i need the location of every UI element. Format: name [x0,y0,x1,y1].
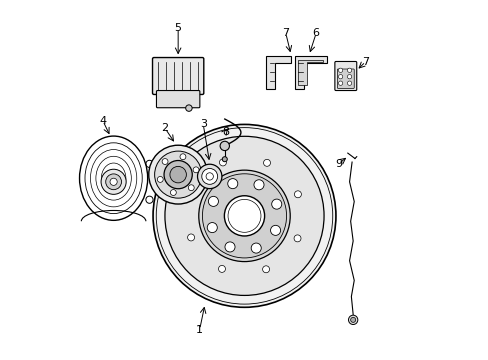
Circle shape [338,81,342,85]
Circle shape [154,151,201,198]
Text: 2: 2 [161,123,168,133]
FancyBboxPatch shape [334,62,356,90]
Text: 6: 6 [312,28,319,38]
Circle shape [164,136,324,296]
Circle shape [227,179,237,189]
Text: 1: 1 [196,325,203,334]
Circle shape [346,75,351,79]
Circle shape [169,166,186,183]
Circle shape [193,167,199,173]
Text: 4: 4 [99,116,106,126]
Circle shape [338,75,342,79]
FancyBboxPatch shape [337,69,353,88]
Circle shape [293,235,301,242]
Circle shape [153,125,335,307]
Circle shape [271,199,281,209]
Circle shape [263,159,270,166]
Text: 7: 7 [282,28,289,38]
Polygon shape [298,60,323,85]
Text: 8: 8 [222,127,228,136]
Circle shape [222,157,227,162]
Circle shape [253,180,264,190]
Circle shape [346,81,351,85]
FancyBboxPatch shape [156,90,200,108]
Circle shape [202,174,286,258]
Circle shape [198,170,290,262]
Circle shape [294,191,301,198]
Circle shape [187,234,194,241]
Circle shape [224,196,264,236]
Circle shape [202,168,217,184]
Circle shape [338,68,342,72]
Polygon shape [265,56,290,89]
Circle shape [101,169,126,194]
Circle shape [224,242,235,252]
Circle shape [197,164,222,189]
Circle shape [162,159,168,165]
Circle shape [110,178,117,185]
Text: 7: 7 [362,57,368,67]
Text: 9: 9 [334,159,341,169]
Circle shape [105,174,121,190]
FancyBboxPatch shape [152,58,203,94]
Circle shape [187,190,195,197]
Text: 3: 3 [200,120,206,129]
Circle shape [188,185,194,191]
Circle shape [180,154,185,160]
Circle shape [218,265,225,273]
Circle shape [208,196,218,206]
Circle shape [348,315,357,324]
Circle shape [270,225,280,235]
Circle shape [163,161,192,189]
Circle shape [350,318,355,322]
Circle shape [207,222,217,233]
Circle shape [185,105,192,111]
Circle shape [220,141,229,150]
Circle shape [251,243,261,253]
Circle shape [170,190,176,195]
Text: 5: 5 [174,23,181,33]
Circle shape [219,159,226,166]
Circle shape [346,68,351,72]
Circle shape [148,145,207,204]
Circle shape [157,176,163,183]
Circle shape [262,266,269,273]
Polygon shape [294,56,326,89]
